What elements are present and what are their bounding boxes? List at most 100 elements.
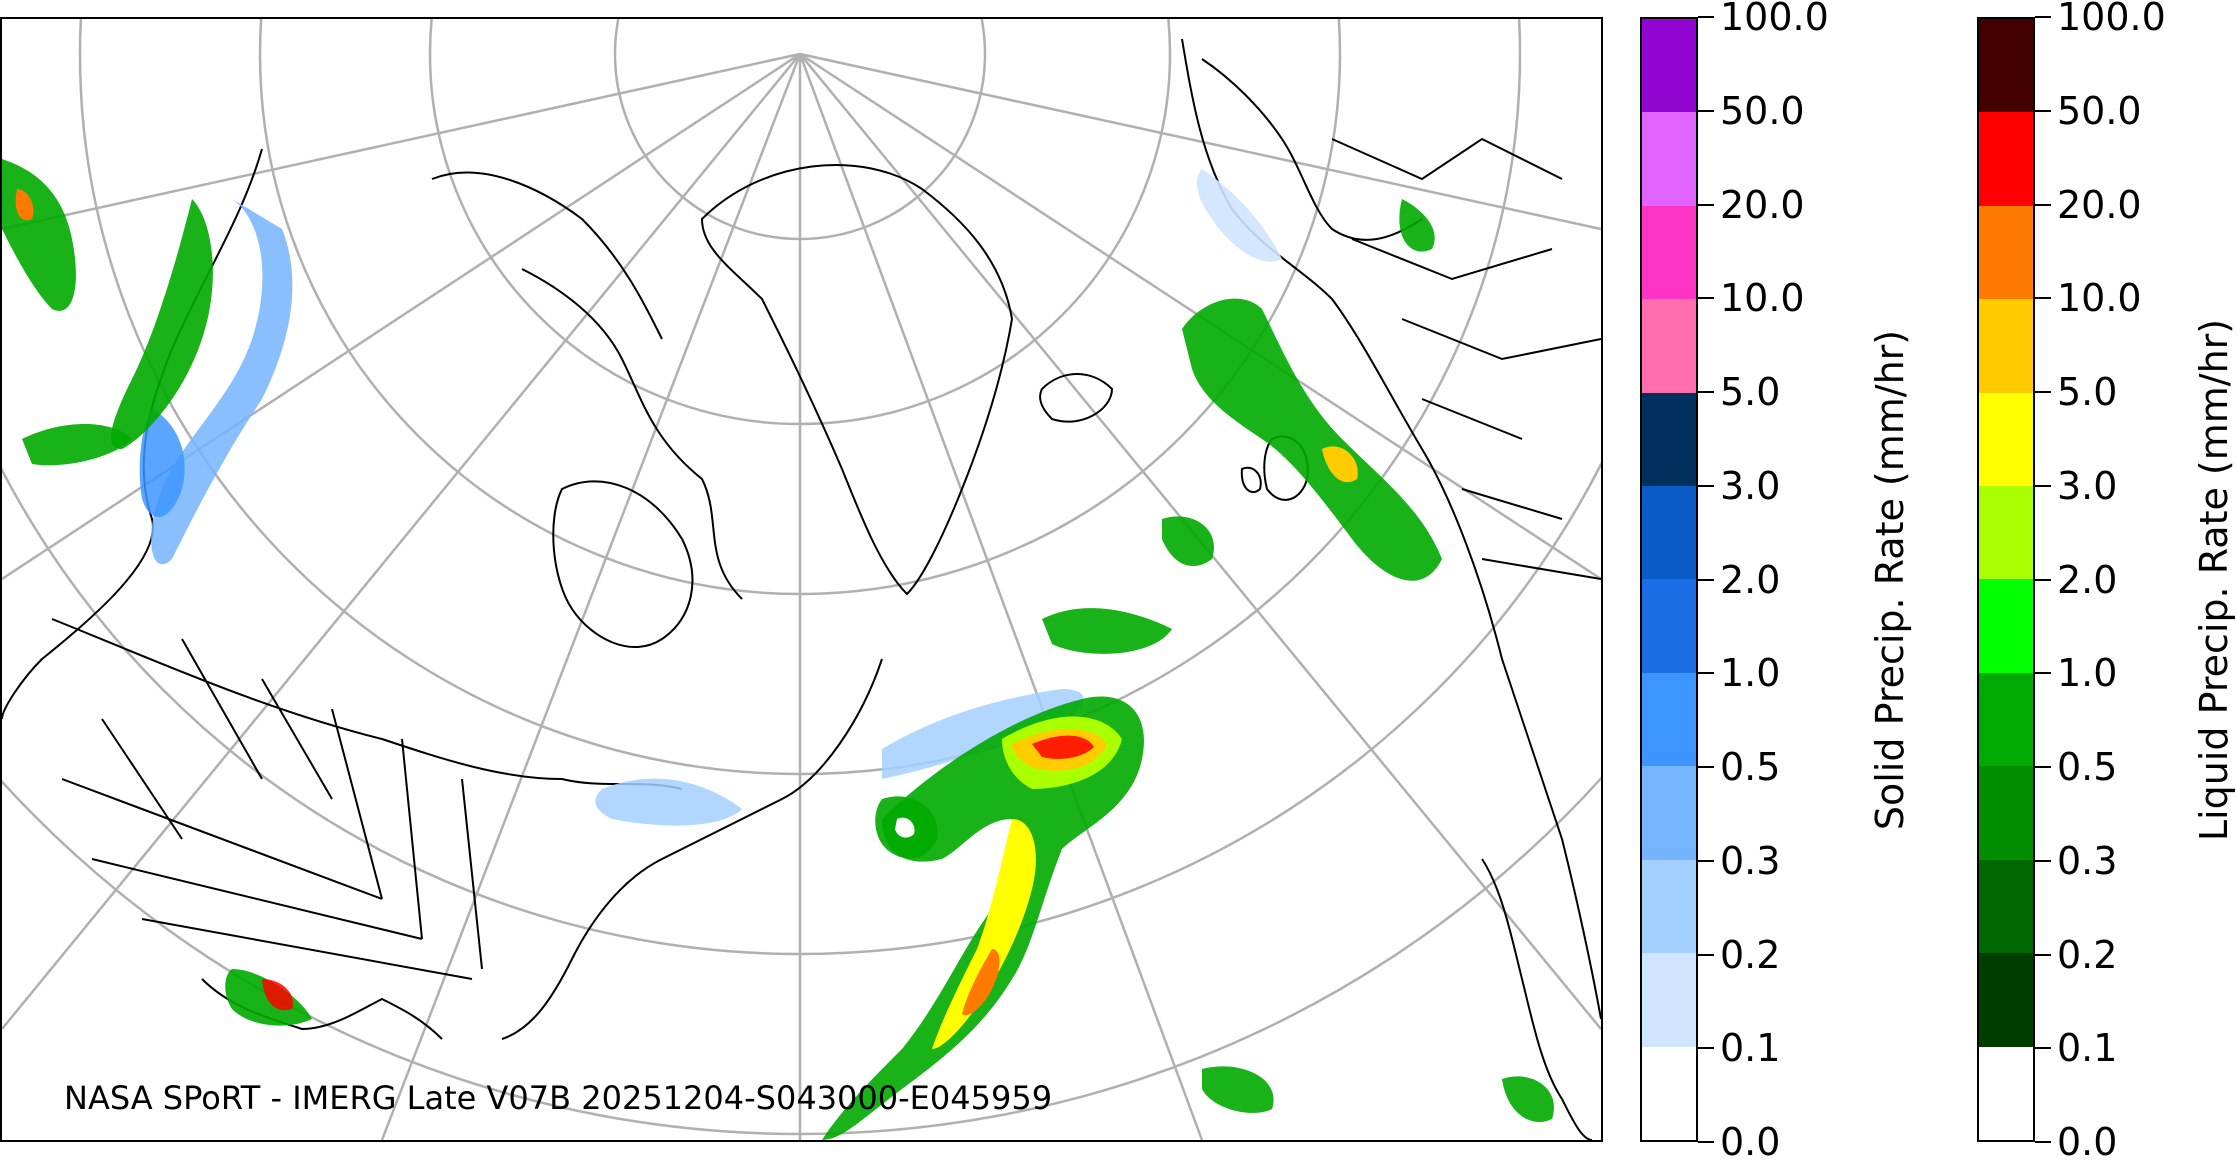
canada-arctic-coastline	[431, 171, 743, 600]
colorbar-tick-label: 0.2	[1720, 932, 1781, 977]
colorbar-tick-label: 0.0	[1720, 1120, 1781, 1164]
liquid-precip-region	[2, 159, 76, 311]
precipitation-map: NASA SPoRT - IMERG Late V07B 20251204-S0…	[0, 17, 1603, 1142]
colorbar-segment	[1979, 205, 2033, 300]
liquid-precip-areas	[2, 159, 1554, 1140]
liquid-precip-region	[262, 979, 293, 1011]
colorbar-segment	[1979, 112, 2033, 206]
meridian-line	[799, 52, 1601, 231]
colorbar-segment	[1979, 486, 2033, 580]
liquid-precip-region	[1042, 608, 1172, 654]
colorbar-segment	[1642, 112, 1696, 206]
colorbar-tick	[2035, 672, 2051, 675]
colorbar-segment	[1642, 579, 1696, 673]
colorbar-tick-label: 100.0	[2057, 0, 2166, 39]
solid-precip-region	[595, 778, 742, 826]
colorbar-tick	[2035, 203, 2051, 206]
colorbar-tick-label: 2.0	[1720, 557, 1781, 602]
colorbar-tick-label: 0.3	[1720, 838, 1781, 883]
africa-coastline	[1481, 858, 1593, 1140]
colorbar-tick	[2035, 578, 2051, 581]
colorbar-segment	[1642, 766, 1696, 860]
colorbar-tick-label: 0.2	[2057, 932, 2118, 977]
colorbar-tick	[2035, 953, 2051, 956]
colorbar-segment	[1979, 579, 2033, 673]
colorbar-segment	[1642, 672, 1696, 767]
colorbar-tick-label: 0.1	[1720, 1026, 1781, 1071]
solid-precip-region	[151, 199, 293, 565]
colorbar-tick-label: 0.3	[2057, 838, 2118, 883]
liquid-precip-region	[962, 949, 1000, 1016]
colorbar-tick	[2035, 1141, 2051, 1143]
colorbar-segment	[1642, 299, 1696, 393]
colorbar-tick-label: 20.0	[2057, 182, 2142, 227]
colorbar-segment	[1979, 299, 2033, 393]
solid-precip-region	[139, 409, 185, 518]
us-canada-border	[51, 618, 683, 790]
liquid-precip-region	[895, 817, 915, 838]
colorbar-tick	[2035, 297, 2051, 300]
colorbar-segment	[1642, 205, 1696, 300]
colorbar-tick-label: 3.0	[1720, 463, 1781, 508]
liquid-precip-colorbar	[1977, 17, 2035, 1142]
colorbar-tick-label: 2.0	[2057, 557, 2118, 602]
meridian-line	[2, 52, 801, 231]
colorbar-tick	[1698, 109, 1714, 112]
liquid-precip-region	[1162, 516, 1214, 567]
colorbar-tick-label: 3.0	[2057, 463, 2118, 508]
liquid-precip-region	[1399, 199, 1435, 252]
liquid-precip-colorbar-title: Liquid Precip. Rate (mm/hr)	[2192, 318, 2237, 841]
colorbar-tick	[2035, 109, 2051, 112]
greenland-coastline	[700, 164, 1014, 596]
colorbar-segment	[1642, 18, 1696, 113]
colorbar-segment	[1642, 859, 1696, 954]
colorbar-tick-label: 1.0	[1720, 651, 1781, 696]
liquid-precip-region	[111, 199, 213, 449]
liquid-precip-region	[1322, 446, 1358, 483]
colorbar-tick	[1698, 16, 1714, 18]
colorbar-tick	[2035, 859, 2051, 862]
colorbar-tick	[2035, 16, 2051, 18]
colorbar-tick-label: 0.5	[2057, 745, 2118, 789]
meridian-line	[798, 53, 1204, 1140]
colorbar-segment	[1979, 953, 2033, 1047]
colorbar-segment	[1979, 766, 2033, 860]
colorbar-segment	[1979, 1046, 2033, 1140]
colorbar-tick	[2035, 766, 2051, 768]
colorbar-segment	[1979, 392, 2033, 487]
colorbar-tick-label: 10.0	[2057, 276, 2142, 321]
colorbar-segment	[1642, 486, 1696, 580]
hudson-bay-coastline	[552, 480, 694, 649]
colorbar-tick-label: 50.0	[1720, 88, 1805, 133]
us-state-borders	[61, 638, 483, 980]
map-caption: NASA SPoRT - IMERG Late V07B 20251204-S0…	[64, 1079, 1053, 1117]
colorbar-tick	[1698, 1047, 1714, 1050]
colorbar-tick	[1698, 578, 1714, 581]
colorbar-tick-label: 1.0	[2057, 651, 2118, 696]
solid-precip-colorbar-title: Solid Precip. Rate (mm/hr)	[1868, 329, 1913, 830]
liquid-precip-region	[1182, 298, 1442, 581]
colorbar-tick-label: 100.0	[1720, 0, 1829, 39]
colorbar-tick	[1698, 953, 1714, 956]
colorbar-tick	[1698, 859, 1714, 862]
colorbar-tick-label: 0.5	[1720, 745, 1781, 789]
meridian-line	[380, 53, 802, 1140]
map-canvas	[2, 19, 1601, 1140]
colorbar-tick	[1698, 672, 1714, 675]
meridian-line	[2, 53, 801, 1030]
colorbar-tick	[1698, 297, 1714, 300]
colorbar-tick-label: 5.0	[2057, 370, 2118, 414]
liquid-precip-region	[22, 424, 132, 466]
scandinavia-coastline	[1201, 58, 1423, 241]
colorbar-tick-label: 20.0	[1720, 182, 1805, 227]
latitude-longitude-grid	[2, 19, 1601, 1140]
colorbar-tick	[1698, 484, 1714, 487]
colorbar-segment	[1642, 953, 1696, 1047]
latitude-circle	[2, 776, 1601, 1135]
precipitation-overlay	[2, 159, 1554, 1140]
solid-precip-region	[882, 689, 1084, 779]
liquid-precip-region	[1202, 1066, 1274, 1113]
solid-precip-colorbar	[1640, 17, 1698, 1142]
iceland-coastline	[1039, 373, 1114, 423]
colorbar-segment	[1979, 859, 2033, 954]
